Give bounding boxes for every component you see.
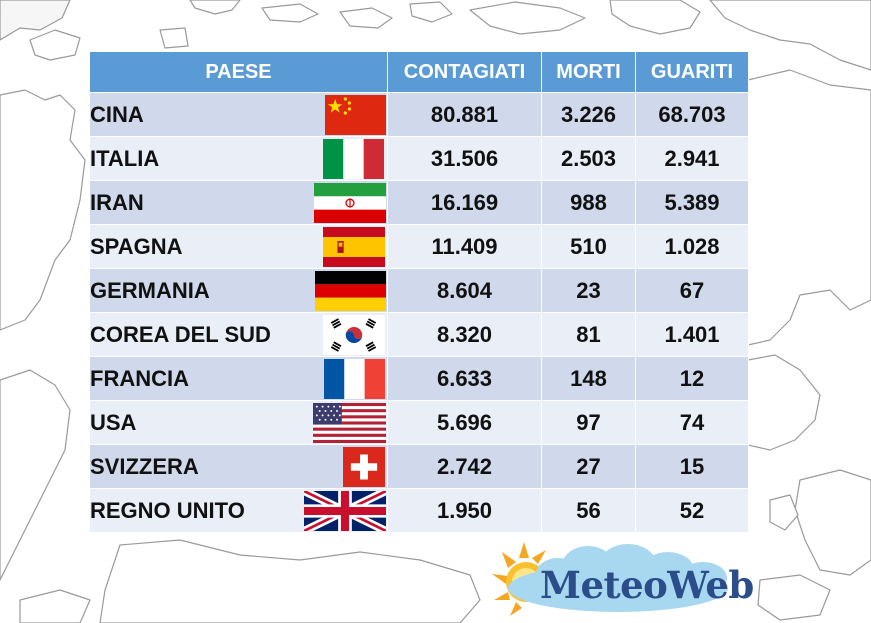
country-cell: SVIZZERA (89, 444, 388, 489)
country-name: SVIZZERA (90, 453, 199, 479)
country-cell: SPAGNA (89, 224, 388, 269)
infected-cell: 8.604 (387, 268, 542, 313)
infected-cell: 5.696 (387, 400, 542, 445)
table-row: CINA 80.881 3.226 68.703 (89, 92, 749, 137)
deaths-cell: 148 (541, 356, 636, 401)
infected-cell: 8.320 (387, 312, 542, 357)
deaths-cell: 23 (541, 268, 636, 313)
infected-cell: 16.169 (387, 180, 542, 225)
country-cell: USA (89, 400, 388, 445)
header-recovered: GUARITI (635, 51, 749, 93)
country-name: SPAGNA (90, 233, 183, 259)
table-row: IRAN 16.169 988 5.389 (89, 180, 749, 225)
china-flag-icon (325, 95, 386, 135)
covid-stats-table: PAESE CONTAGIATI MORTI GUARITI CINA (89, 51, 749, 533)
country-cell: ITALIA (89, 136, 388, 181)
infected-cell: 31.506 (387, 136, 542, 181)
country-cell: IRAN (89, 180, 388, 225)
italy-flag-icon (323, 139, 384, 179)
table-row: REGNO UNITO 1.950 56 52 (89, 488, 749, 533)
recovered-cell: 68.703 (635, 92, 749, 137)
country-cell: GERMANIA (89, 268, 388, 313)
country-name: REGNO UNITO (90, 497, 245, 523)
deaths-cell: 27 (541, 444, 636, 489)
recovered-cell: 12 (635, 356, 749, 401)
recovered-cell: 67 (635, 268, 749, 313)
deaths-cell: 2.503 (541, 136, 636, 181)
infected-cell: 11.409 (387, 224, 542, 269)
spain-flag-icon (323, 227, 385, 267)
header-country: PAESE (89, 51, 388, 93)
country-cell: REGNO UNITO (89, 488, 388, 533)
recovered-cell: 1.028 (635, 224, 749, 269)
header-deaths: MORTI (541, 51, 636, 93)
deaths-cell: 988 (541, 180, 636, 225)
country-cell: CINA (89, 92, 388, 137)
infected-cell: 2.742 (387, 444, 542, 489)
header-infected: CONTAGIATI (387, 51, 542, 93)
recovered-cell: 2.941 (635, 136, 749, 181)
recovered-cell: 52 (635, 488, 749, 533)
deaths-cell: 97 (541, 400, 636, 445)
country-name: USA (90, 409, 137, 435)
recovered-cell: 1.401 (635, 312, 749, 357)
country-name: FRANCIA (90, 365, 189, 391)
table-row: GERMANIA 8.604 23 67 (89, 268, 749, 313)
infected-cell: 1.950 (387, 488, 542, 533)
country-name: IRAN (90, 189, 144, 215)
table-row: SPAGNA 11.409 510 1.028 (89, 224, 749, 269)
meteoweb-logo: MeteoWeb (540, 563, 754, 607)
country-name: COREA DEL SUD (90, 321, 271, 347)
table-row: FRANCIA 6.633 148 12 (89, 356, 749, 401)
table-header-row: PAESE CONTAGIATI MORTI GUARITI (89, 51, 749, 93)
iran-flag-icon (314, 183, 386, 223)
recovered-cell: 74 (635, 400, 749, 445)
country-cell: COREA DEL SUD (89, 312, 388, 357)
germany-flag-icon (315, 271, 386, 311)
table-row: ITALIA 31.506 2.503 2.941 (89, 136, 749, 181)
infected-cell: 6.633 (387, 356, 542, 401)
sun-cloud-icon (492, 542, 728, 616)
country-name: ITALIA (90, 145, 160, 171)
south-korea-flag-icon (323, 315, 385, 355)
recovered-cell: 15 (635, 444, 749, 489)
infected-cell: 80.881 (387, 92, 542, 137)
deaths-cell: 3.226 (541, 92, 636, 137)
recovered-cell: 5.389 (635, 180, 749, 225)
country-cell: FRANCIA (89, 356, 388, 401)
table-row: COREA DEL SUD 8.320 (89, 312, 749, 357)
deaths-cell: 81 (541, 312, 636, 357)
deaths-cell: 56 (541, 488, 636, 533)
uk-flag-icon (304, 491, 386, 531)
switzerland-flag-icon (343, 447, 385, 487)
france-flag-icon (324, 359, 385, 399)
table-row: SVIZZERA 2.742 27 15 (89, 444, 749, 489)
table-row: USA (89, 400, 749, 445)
country-name: CINA (90, 101, 144, 127)
country-name: GERMANIA (90, 277, 210, 303)
deaths-cell: 510 (541, 224, 636, 269)
usa-flag-icon (313, 403, 386, 443)
